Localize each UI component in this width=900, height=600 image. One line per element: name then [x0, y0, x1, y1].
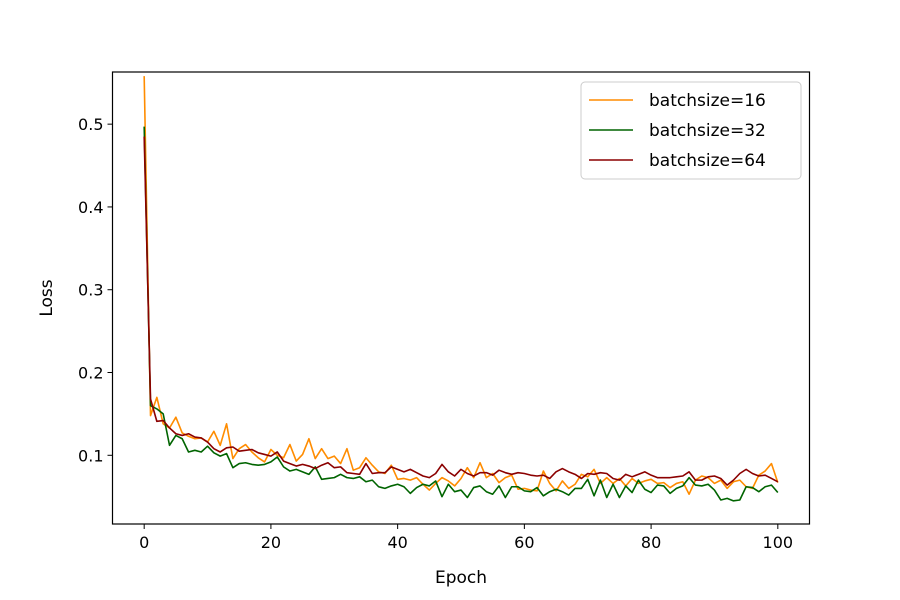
series-line-2 [143, 126, 779, 502]
y-axis-label: Loss [37, 279, 57, 316]
legend-label-2: batchsize=32 [649, 121, 766, 141]
x-tick-label: 40 [387, 533, 407, 552]
series-layer [143, 76, 779, 502]
y-tick-label: 0.5 [78, 115, 103, 134]
y-tick-label: 0.4 [78, 198, 103, 217]
x-tick-label: 0 [139, 533, 149, 552]
x-axis-ticks: 0 20 40 60 80 100 [139, 524, 793, 552]
legend-label-1: batchsize=16 [649, 91, 766, 111]
x-tick-label: 60 [514, 533, 534, 552]
y-tick-label: 0.3 [78, 281, 103, 300]
x-tick-label: 20 [261, 533, 281, 552]
y-tick-label: 0.1 [78, 446, 103, 465]
legend: batchsize=16 batchsize=32 batchsize=64 [580, 81, 802, 180]
plot-frame [111, 71, 811, 525]
series-line-3 [143, 136, 779, 486]
x-tick-label: 100 [763, 533, 794, 552]
legend-box [580, 81, 802, 180]
x-tick-label: 80 [641, 533, 661, 552]
y-axis-ticks: 0.1 0.2 0.3 0.4 0.5 [78, 115, 113, 465]
legend-label-3: batchsize=64 [649, 151, 766, 171]
y-tick-label: 0.2 [78, 364, 103, 383]
x-axis-label: Epoch [435, 568, 487, 588]
